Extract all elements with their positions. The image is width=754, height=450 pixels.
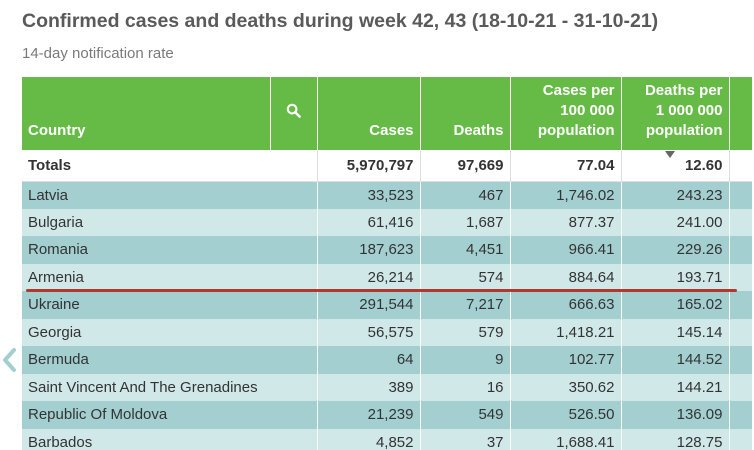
cell-cases-per-100k: 884.64: [510, 263, 622, 291]
cell-cases: 187,623: [317, 236, 421, 264]
cell-country: Barbados: [22, 428, 318, 450]
table-row[interactable]: Bermuda 64 9 102.77 144.52: [22, 346, 752, 374]
cell-country: Armenia: [22, 263, 318, 291]
header-line: Cases per: [542, 82, 615, 99]
cell-country: Bulgaria: [22, 208, 318, 236]
cell-overflow: [729, 428, 752, 450]
cell-cases-per-100k: 966.41: [510, 236, 622, 264]
cell-country: Saint Vincent And The Grenadines: [22, 373, 318, 401]
header-line: Deaths per: [644, 82, 723, 99]
column-header-deaths-per-1m[interactable]: Deaths per 1 000 000 population: [621, 77, 730, 150]
totals-deaths: 97,669: [420, 150, 511, 182]
cell-cases-per-100k: 877.37: [510, 208, 622, 236]
cell-overflow: [729, 291, 752, 319]
cell-overflow: [729, 236, 752, 264]
cell-deaths: 549: [420, 401, 511, 429]
cell-cases-per-100k: 666.63: [510, 291, 622, 319]
cell-deaths-per-1m: 144.21: [621, 373, 730, 401]
search-icon: [286, 103, 301, 118]
header-line: population: [645, 122, 723, 139]
cell-cases-per-100k: 1,746.02: [510, 181, 622, 209]
cell-cases: 389: [317, 373, 421, 401]
cell-cases-per-100k: 1,688.41: [510, 428, 622, 450]
cell-cases-per-100k: 350.62: [510, 373, 622, 401]
cell-country: Ukraine: [22, 291, 318, 319]
chevron-left-icon[interactable]: [0, 346, 20, 374]
table-row[interactable]: Armenia 26,214 574 884.64 193.71: [22, 263, 752, 291]
cell-country: Bermuda: [22, 346, 318, 374]
totals-row: Totals 5,970,797 97,669 77.04 12.60: [22, 150, 752, 182]
cell-overflow: [729, 318, 752, 346]
table-row[interactable]: Saint Vincent And The Grenadines 389 16 350…: [22, 373, 752, 401]
cell-cases: 291,544: [317, 291, 421, 319]
cell-deaths: 37: [420, 428, 511, 450]
cell-deaths-per-1m: 165.02: [621, 291, 730, 319]
totals-overflow: [729, 150, 752, 182]
table-row[interactable]: Romania 187,623 4,451 966.41 229.26: [22, 236, 752, 264]
cell-overflow: [729, 263, 752, 291]
page-title: Confirmed cases and deaths during week 4…: [22, 10, 659, 32]
cell-overflow: [729, 401, 752, 429]
column-header-cases[interactable]: Cases: [317, 77, 421, 150]
cell-deaths-per-1m: 144.52: [621, 346, 730, 374]
cell-country: Georgia: [22, 318, 318, 346]
cell-cases: 21,239: [317, 401, 421, 429]
cell-cases: 4,852: [317, 428, 421, 450]
column-header-country[interactable]: Country: [22, 77, 271, 150]
table-row[interactable]: Bulgaria 61,416 1,687 877.37 241.00: [22, 208, 752, 236]
cell-deaths-per-1m: 243.23: [621, 181, 730, 209]
column-header-deaths[interactable]: Deaths: [420, 77, 511, 150]
cell-deaths-per-1m: 193.71: [621, 263, 730, 291]
column-header-cases-per-100k[interactable]: Cases per 100 000 population: [510, 77, 622, 150]
header-line: 1 000 000: [655, 102, 723, 119]
table-row[interactable]: Republic Of Moldova 21,239 549 526.50 136.09: [22, 401, 752, 429]
cell-cases: 33,523: [317, 181, 421, 209]
cell-overflow: [729, 373, 752, 401]
cell-cases: 26,214: [317, 263, 421, 291]
cell-overflow: [729, 208, 752, 236]
highlight-underline: [26, 289, 737, 292]
cell-cases: 64: [317, 346, 421, 374]
cell-cases-per-100k: 1,418.21: [510, 318, 622, 346]
cell-deaths: 7,217: [420, 291, 511, 319]
column-header-overflow: [729, 77, 752, 150]
cell-cases-per-100k: 102.77: [510, 346, 622, 374]
cell-deaths: 467: [420, 181, 511, 209]
cell-overflow: [729, 346, 752, 374]
search-button[interactable]: [270, 77, 318, 150]
sort-descending-icon[interactable]: [665, 151, 675, 158]
cell-country: Romania: [22, 236, 318, 264]
cell-cases-per-100k: 526.50: [510, 401, 622, 429]
cell-deaths: 16: [420, 373, 511, 401]
cell-deaths: 4,451: [420, 236, 511, 264]
table-row[interactable]: Latvia 33,523 467 1,746.02 243.23: [22, 181, 752, 209]
cell-deaths: 9: [420, 346, 511, 374]
table-row[interactable]: Georgia 56,575 579 1,418.21 145.14: [22, 318, 752, 346]
data-table-container[interactable]: Country Cases Deaths Cases per 100 000 p…: [22, 77, 754, 450]
page-subtitle: 14-day notification rate: [22, 45, 174, 62]
table-header-row: Country Cases Deaths Cases per 100 000 p…: [22, 77, 752, 150]
totals-cases: 5,970,797: [317, 150, 421, 182]
totals-deaths-per-1m: 12.60: [621, 150, 730, 182]
header-line: population: [537, 122, 615, 139]
cell-deaths-per-1m: 229.26: [621, 236, 730, 264]
cell-deaths-per-1m: 128.75: [621, 428, 730, 450]
cell-deaths: 1,687: [420, 208, 511, 236]
table-row[interactable]: Ukraine 291,544 7,217 666.63 165.02: [22, 291, 752, 319]
cell-deaths: 574: [420, 263, 511, 291]
cell-deaths-per-1m: 136.09: [621, 401, 730, 429]
cell-cases: 61,416: [317, 208, 421, 236]
cell-deaths-per-1m: 241.00: [621, 208, 730, 236]
table-row[interactable]: Barbados 4,852 37 1,688.41 128.75: [22, 428, 752, 450]
cell-deaths-per-1m: 145.14: [621, 318, 730, 346]
cell-country: Republic Of Moldova: [22, 401, 318, 429]
cell-overflow: [729, 181, 752, 209]
cases-deaths-table: Country Cases Deaths Cases per 100 000 p…: [22, 77, 752, 450]
cell-cases: 56,575: [317, 318, 421, 346]
totals-label: Totals: [22, 150, 318, 182]
cell-deaths: 579: [420, 318, 511, 346]
cell-country: Latvia: [22, 181, 318, 209]
totals-cases-per-100k: 77.04: [510, 150, 622, 182]
header-line: 100 000: [560, 102, 615, 119]
